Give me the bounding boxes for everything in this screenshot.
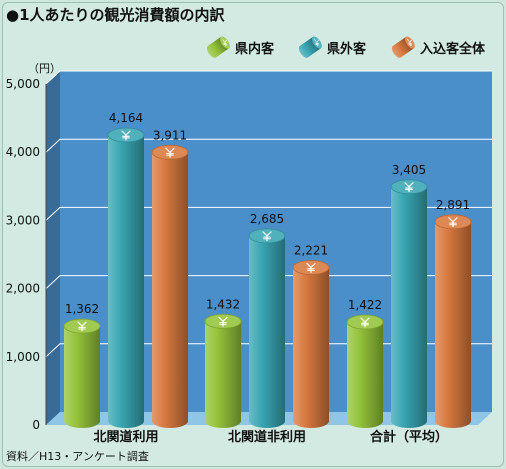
bar-2-2: [434, 214, 472, 428]
grid-line: [45, 206, 492, 221]
legend-label-series1: 県内客: [235, 42, 275, 57]
data-label: 3,405: [392, 163, 426, 177]
bar-1-2: [292, 260, 330, 428]
yen-icon: [121, 130, 131, 141]
cylinder-body: [205, 321, 241, 428]
y-axis-unit: （円）: [28, 62, 61, 75]
y-tick-label: 4,000: [6, 145, 40, 159]
x-category-label: 北関道利用: [93, 429, 158, 445]
yen-icon: [448, 217, 458, 228]
cylinder-body: [152, 152, 188, 428]
cylinder-body: [249, 235, 285, 428]
data-label: 2,891: [436, 198, 470, 212]
x-category-label: 北関道非利用: [228, 429, 306, 445]
legend-cylinder: [206, 36, 230, 58]
legend-label-series3: 入込客全体: [420, 42, 486, 57]
legend-item-series1: 県内客: [205, 34, 274, 58]
grid-line: [45, 275, 492, 289]
cylinder-body: [293, 267, 329, 428]
y-tick-label: 2,000: [6, 282, 40, 296]
data-label: 2,685: [250, 212, 284, 226]
bar-2-0: [346, 314, 384, 428]
bar-0-2: [151, 144, 189, 428]
yen-icon: [360, 317, 370, 328]
grid-line: [45, 70, 492, 85]
yen-icon: [218, 316, 228, 327]
data-label: 2,221: [294, 244, 328, 258]
plot-side-wall: [46, 71, 60, 425]
yen-icon: [262, 231, 272, 242]
yen-icon: [165, 147, 175, 158]
bar-2-1: [390, 179, 428, 428]
y-tick-label: 0: [32, 418, 40, 432]
grid-line: [45, 138, 492, 153]
y-tick-label: 1,000: [6, 350, 40, 364]
legend-cylinder: [298, 36, 322, 58]
yen-icon: [306, 263, 316, 273]
cylinder-body: [347, 322, 383, 428]
legend-item-series2: 県外客: [297, 34, 366, 58]
yen-icon: [406, 38, 413, 47]
cylinder-body: [64, 326, 100, 428]
data-label: 1,422: [348, 298, 382, 312]
bar-1-1: [248, 228, 286, 428]
yen-icon: [313, 38, 320, 47]
data-label: 1,432: [206, 297, 240, 311]
yen-icon: [404, 182, 414, 193]
legend-item-series3: 入込客全体: [390, 34, 485, 58]
x-category-label: 合計（平均）: [370, 429, 448, 445]
legend-cylinder: [391, 36, 415, 58]
bar-0-1: [107, 127, 145, 428]
data-label: 3,911: [153, 128, 187, 142]
cylinder-body: [391, 186, 427, 428]
cylinder-body: [435, 221, 471, 428]
cylinder-body: [108, 135, 144, 428]
legend-label-series2: 県外客: [327, 42, 367, 57]
yen-icon: [77, 321, 87, 332]
source-note: 資料／H13・アンケート調査: [6, 450, 149, 463]
data-label: 1,362: [65, 302, 99, 316]
chart-title: ●1人あたりの観光消費額の内訳: [6, 6, 225, 24]
legend-swatch-series3: [391, 36, 415, 58]
bar-0-0: [63, 318, 101, 428]
legend-swatch-series2: [298, 36, 322, 58]
legend-swatch-series1: [206, 36, 230, 58]
y-tick-label: 3,000: [6, 213, 40, 227]
bar-1-0: [204, 313, 242, 428]
data-label: 4,164: [109, 111, 143, 125]
yen-icon: [221, 38, 228, 47]
y-tick-label: 5,000: [6, 77, 40, 91]
